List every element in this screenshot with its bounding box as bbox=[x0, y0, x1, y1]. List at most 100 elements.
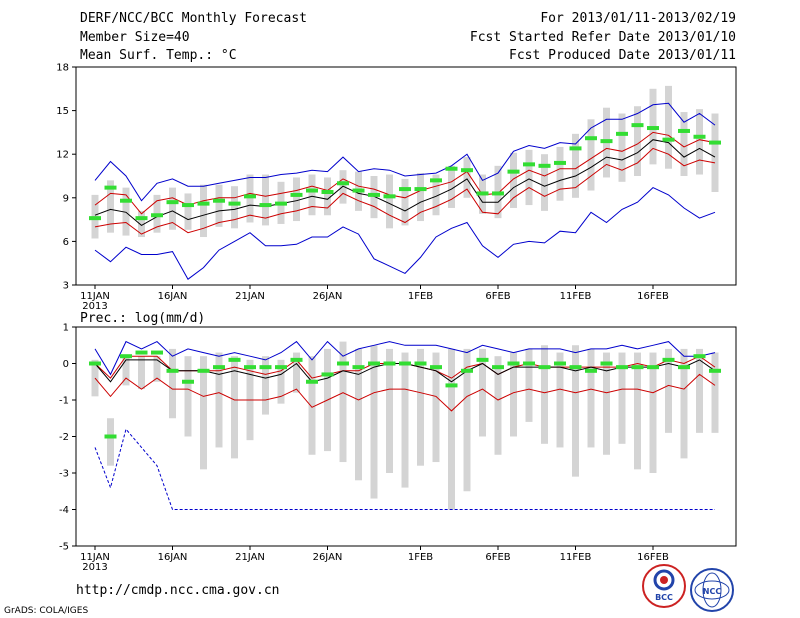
spread-box bbox=[215, 184, 223, 227]
spread-box bbox=[417, 348, 424, 466]
y-tick-label: 3 bbox=[63, 281, 69, 292]
source-url[interactable]: http://cmdp.ncc.cma.gov.cn bbox=[76, 583, 280, 598]
observed-marker bbox=[600, 361, 613, 366]
spread-box bbox=[696, 348, 703, 433]
spread-box bbox=[122, 187, 130, 236]
observed-marker bbox=[693, 354, 706, 359]
spread-box bbox=[417, 173, 424, 222]
series-mean-line bbox=[94, 139, 716, 227]
spread-box bbox=[308, 356, 316, 455]
spread-box bbox=[618, 113, 626, 182]
spread-box bbox=[556, 352, 564, 448]
series-p10-line bbox=[94, 147, 716, 235]
observed-marker bbox=[151, 350, 163, 355]
y-tick-label: -4 bbox=[59, 505, 69, 516]
observed-marker bbox=[616, 365, 628, 370]
observed-marker bbox=[197, 201, 210, 206]
observed-marker bbox=[538, 163, 551, 168]
spread-box bbox=[448, 165, 455, 208]
x-tick-label: 6FEB bbox=[485, 552, 510, 563]
chart-panel-2: -5 -4 -3 -2 -1 0 1 11JAN 16JAN 21JAN 26JAN 1FEB 6FEB… bbox=[59, 323, 737, 573]
observed-marker bbox=[399, 361, 411, 366]
y-tick-label: -5 bbox=[59, 542, 69, 553]
observed-marker bbox=[213, 198, 225, 203]
year-label: 2013 bbox=[82, 562, 107, 573]
series-min-line bbox=[94, 187, 716, 280]
observed-marker bbox=[104, 434, 117, 439]
observed-marker bbox=[120, 198, 132, 203]
spread-box bbox=[432, 174, 440, 216]
series-max-line bbox=[94, 340, 716, 376]
observed-marker bbox=[430, 178, 442, 183]
observed-marker bbox=[244, 365, 256, 370]
x-tick-label: 1FEB bbox=[408, 552, 433, 563]
spread-box bbox=[401, 178, 409, 226]
observed-marker bbox=[647, 365, 659, 370]
spread-box bbox=[463, 157, 471, 198]
spread-box bbox=[215, 352, 223, 448]
spread-box bbox=[339, 170, 347, 204]
observed-marker bbox=[290, 192, 303, 197]
observed-marker bbox=[678, 128, 690, 133]
observed-marker bbox=[445, 166, 458, 171]
y-tick-label: 18 bbox=[56, 63, 69, 74]
observed-marker bbox=[523, 361, 535, 366]
spread-box bbox=[680, 112, 688, 176]
spread-box bbox=[634, 106, 641, 176]
observed-marker bbox=[414, 187, 427, 192]
spread-box bbox=[572, 345, 579, 477]
spread-box bbox=[386, 348, 393, 473]
y-tick-label: 15 bbox=[56, 106, 69, 117]
spread-box bbox=[572, 133, 579, 198]
spread-box bbox=[510, 352, 517, 437]
spread-box bbox=[665, 348, 672, 433]
observed-marker bbox=[383, 194, 396, 199]
observed-marker bbox=[368, 361, 380, 366]
spread-box bbox=[355, 348, 362, 481]
spread-box bbox=[556, 146, 564, 201]
observed-marker bbox=[476, 191, 489, 196]
observed-marker bbox=[399, 187, 411, 192]
observed-marker bbox=[228, 357, 241, 362]
spread-box bbox=[277, 359, 285, 404]
x-tick-label: 21JAN bbox=[235, 552, 265, 563]
observed-marker bbox=[135, 350, 148, 355]
spread-box bbox=[169, 187, 176, 230]
observed-marker bbox=[569, 365, 582, 370]
spread-box bbox=[494, 356, 502, 455]
spread-box bbox=[370, 345, 378, 499]
observed-marker bbox=[275, 365, 287, 370]
x-tick-label: 21JAN bbox=[235, 291, 265, 302]
observed-marker bbox=[352, 188, 365, 193]
observed-marker bbox=[492, 365, 504, 370]
fcst-produced-date: Fcst Produced Date 2013/01/11 bbox=[509, 48, 736, 63]
spread-box bbox=[510, 152, 517, 208]
chart-panel-1: 3 6 9 12 15 18 11JAN 16JAN 21JAN 26JAN 1FEB 6FEB 11F… bbox=[56, 63, 737, 312]
chart-title: DERF/NCC/BCC Monthly Forecast bbox=[80, 11, 307, 26]
spread-box bbox=[401, 352, 409, 488]
observed-marker bbox=[476, 357, 489, 362]
spread-box bbox=[696, 109, 703, 175]
spread-box bbox=[200, 184, 207, 238]
observed-marker bbox=[383, 361, 396, 366]
plot-frame bbox=[75, 66, 737, 286]
observed-marker bbox=[662, 357, 675, 362]
spread-box bbox=[184, 356, 192, 437]
observed-marker bbox=[709, 368, 721, 373]
spread-box bbox=[711, 352, 719, 433]
spread-box bbox=[587, 119, 595, 191]
spread-box bbox=[525, 348, 533, 422]
spread-box bbox=[339, 341, 347, 463]
fcst-started-date: Fcst Started Refer Date 2013/01/10 bbox=[469, 30, 736, 45]
y-tick-label: 12 bbox=[56, 150, 69, 161]
observed-marker bbox=[151, 213, 163, 218]
spread-box bbox=[448, 348, 455, 510]
observed-marker bbox=[461, 168, 473, 173]
observed-marker bbox=[445, 383, 458, 388]
observed-marker bbox=[414, 361, 427, 366]
observed-marker bbox=[492, 191, 504, 196]
spread-box bbox=[479, 348, 486, 437]
observed-marker bbox=[693, 134, 706, 139]
observed-marker bbox=[507, 361, 520, 366]
y-tick-label: 9 bbox=[63, 193, 69, 204]
